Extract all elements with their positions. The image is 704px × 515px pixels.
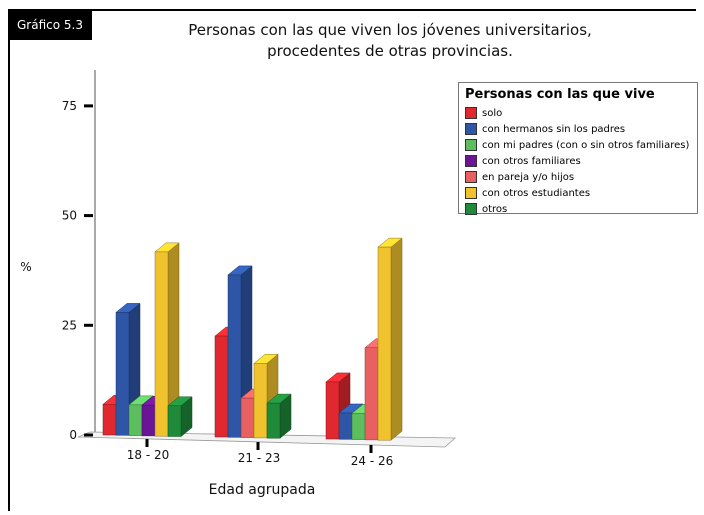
bar: [227, 274, 242, 438]
x-tick-label: 18 - 20: [127, 448, 170, 462]
legend-label: con hermanos sin los padres: [482, 123, 626, 135]
legend-item: en pareja y/o hijos: [465, 169, 691, 185]
legend-swatch: [465, 123, 477, 135]
legend-swatch: [465, 203, 477, 215]
legend-label: con otros familiares: [482, 155, 581, 167]
bar: [167, 405, 182, 437]
x-tick-label: 21 - 23: [238, 451, 281, 465]
legend-label: con otros estudiantes: [482, 187, 591, 199]
legend-item: con otros familiares: [465, 153, 691, 169]
bar: [266, 402, 281, 439]
legend-item: con hermanos sin los padres: [465, 121, 691, 137]
legend-label: en pareja y/o hijos: [482, 171, 575, 183]
bar: [214, 335, 229, 438]
chart-title-line-2: procedentes de otras provincias.: [267, 42, 513, 60]
legend-item: otros: [465, 201, 691, 217]
x-tick-label: 24 - 26: [351, 454, 394, 468]
legend-item: con mi padres (con o sin otros familiare…: [465, 137, 691, 153]
bar: [102, 404, 117, 436]
bar: [128, 404, 143, 436]
y-tick-label: 75: [62, 99, 77, 113]
chart-title-line-1: Personas con las que viven los jóvenes u…: [188, 21, 592, 39]
bar: [364, 347, 379, 441]
chart-frame: [8, 9, 696, 511]
legend-swatch: [465, 155, 477, 167]
legend-item: con otros estudiantes: [465, 185, 691, 201]
legend-items: solo con hermanos sin los padres con mi pa…: [465, 105, 691, 217]
y-tick-label: 25: [62, 318, 77, 332]
bar: [377, 246, 392, 441]
bar: [253, 363, 268, 439]
bar: [240, 397, 255, 438]
legend-swatch: [465, 107, 477, 119]
legend-swatch: [465, 139, 477, 151]
bar-side: [390, 237, 403, 441]
x-axis-label: Edad agrupada: [209, 482, 316, 498]
bar: [351, 413, 366, 440]
legend-label: solo: [482, 107, 503, 119]
y-tick-label: 0: [69, 428, 77, 442]
legend-item: solo: [465, 105, 691, 121]
y-axis-label: %: [20, 260, 31, 274]
legend: Personas con las que vive solo con herman…: [458, 82, 698, 217]
bar: [338, 412, 353, 440]
bar: [325, 381, 340, 440]
legend-label: otros: [482, 203, 508, 215]
legend-swatch: [465, 187, 477, 199]
y-tick-label: 50: [62, 209, 77, 223]
bar: [141, 404, 156, 437]
figure-badge: Gráfico 5.3: [9, 10, 92, 40]
bar: [154, 251, 169, 437]
legend-title: Personas con las que vive: [465, 87, 655, 102]
legend-label: con mi padres (con o sin otros familiare…: [482, 139, 690, 151]
chart-title: Personas con las que viven los jóvenes u…: [150, 20, 630, 62]
bar: [115, 312, 130, 436]
legend-swatch: [465, 171, 477, 183]
